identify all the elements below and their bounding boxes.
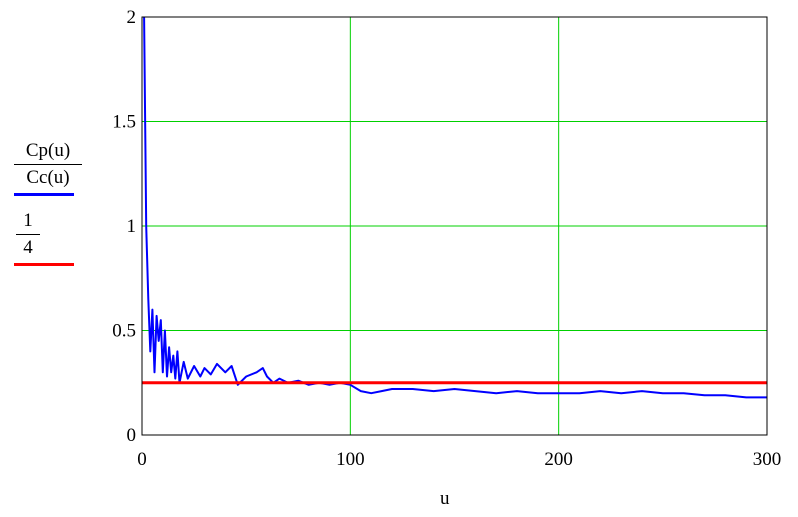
x-axis-label: u xyxy=(440,488,450,509)
legend-swatch-series-1 xyxy=(14,193,74,196)
series-line-1 xyxy=(143,16,767,399)
y-tick-label: 0 xyxy=(127,425,137,446)
plot-frame xyxy=(141,16,768,436)
y-tick-label: 0.5 xyxy=(112,321,136,342)
grid-lines xyxy=(142,17,767,435)
x-tick-label: 100 xyxy=(336,449,365,470)
fraction-bar xyxy=(14,164,82,165)
x-tick-label: 300 xyxy=(753,449,782,470)
x-tick-label: 200 xyxy=(544,449,573,470)
legend-label-series-1: Cp(u) Cc(u) xyxy=(8,140,88,189)
y-tick-labels: 0 0.5 1 1.5 2 xyxy=(112,7,136,446)
y-tick-label: 1 xyxy=(127,216,137,237)
legend-series-1-denominator: Cc(u) xyxy=(26,167,70,188)
legend-series-2-numerator: 1 xyxy=(23,210,33,231)
legend-series-2-denominator: 4 xyxy=(23,237,33,258)
x-tick-label: 0 xyxy=(137,449,147,470)
legend-series-1-numerator: Cp(u) xyxy=(25,140,71,161)
y-tick-label: 2 xyxy=(127,7,137,28)
legend-label-series-2: 1 4 xyxy=(8,210,48,259)
x-tick-labels: 0 100 200 300 xyxy=(137,449,781,470)
legend-swatch-series-2 xyxy=(14,263,74,266)
y-tick-label: 1.5 xyxy=(112,112,136,133)
series-layer xyxy=(142,16,767,399)
fraction-bar xyxy=(16,234,40,235)
legend: Cp(u) Cc(u) 1 4 xyxy=(8,140,88,266)
